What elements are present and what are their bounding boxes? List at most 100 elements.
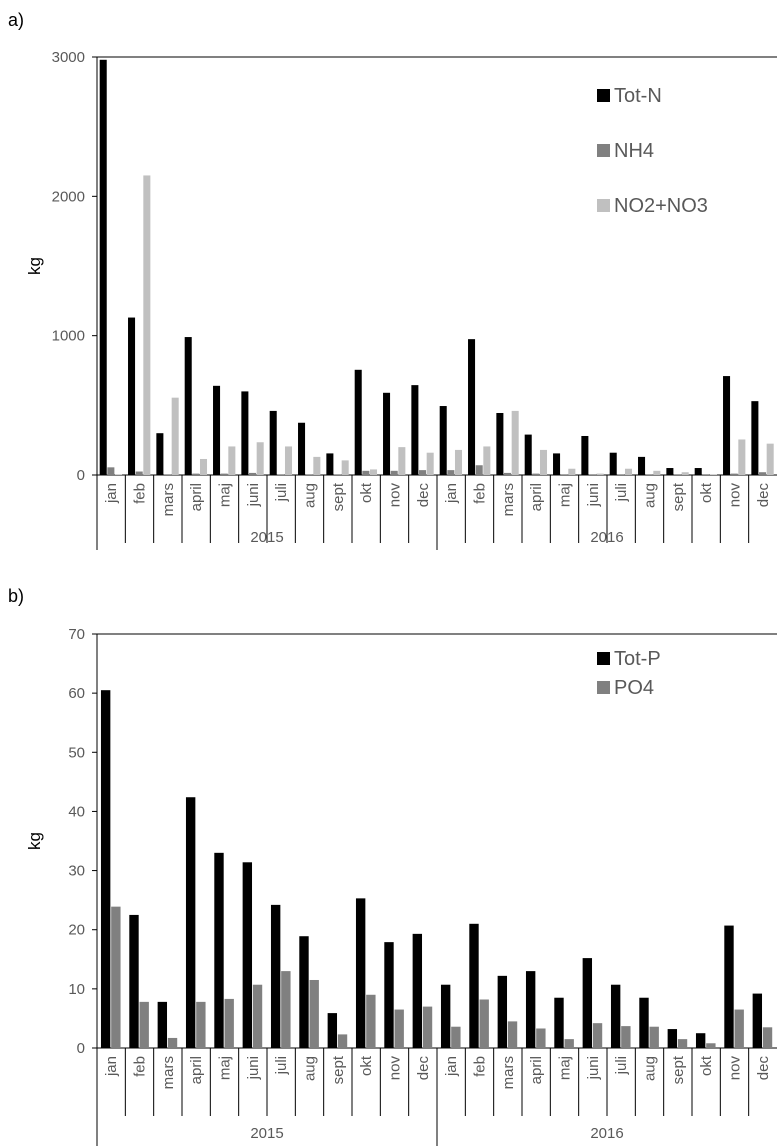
- x-tick-label: juni: [585, 483, 602, 507]
- bar-tot-p: [412, 933, 423, 1048]
- bar-no2-no3: [228, 446, 236, 475]
- bar-po4: [677, 1039, 688, 1048]
- y-tick-label: 20: [68, 922, 85, 939]
- bar-tot-p: [525, 971, 536, 1048]
- bar-tot-p: [639, 997, 649, 1048]
- bar-tot-n: [751, 401, 759, 475]
- bar-tot-n: [411, 385, 419, 475]
- bar-no2-no3: [709, 474, 718, 475]
- bar-tot-n: [298, 422, 306, 475]
- bar-po4: [649, 1026, 659, 1048]
- y-tick-label: 10: [68, 981, 85, 998]
- y-tick-label: 0: [77, 1040, 85, 1057]
- x-tick-label: aug: [642, 483, 659, 508]
- bar-tot-p: [129, 914, 139, 1048]
- y-tick-label: 60: [68, 685, 85, 702]
- bar-po4: [536, 1028, 546, 1048]
- bar-tot-n: [99, 59, 107, 475]
- panel-label: a): [8, 10, 24, 30]
- y-tick-label: 40: [68, 803, 85, 820]
- bar-po4: [394, 1009, 404, 1048]
- bar-tot-p: [610, 984, 621, 1048]
- x-tick-label: juli: [613, 1056, 630, 1075]
- bar-tot-n: [723, 376, 731, 475]
- x-tick-label: dec: [415, 1056, 432, 1081]
- bar-nh4: [759, 472, 767, 475]
- bar-tot-p: [327, 1013, 338, 1048]
- x-tick-label: aug: [302, 483, 319, 508]
- y-tick-label: 0: [77, 467, 85, 484]
- x-tick-label: maj: [557, 483, 574, 507]
- bar-tot-p: [100, 690, 111, 1048]
- bar-tot-n: [666, 468, 674, 475]
- x-tick-label: maj: [217, 1056, 234, 1080]
- bar-po4: [564, 1039, 574, 1048]
- bar-nh4: [589, 474, 597, 475]
- bar-tot-p: [299, 936, 309, 1048]
- legend-swatch: [597, 681, 610, 694]
- bar-nh4: [475, 465, 483, 475]
- bar-nh4: [617, 474, 625, 475]
- bar-tot-p: [384, 942, 394, 1048]
- x-tick-label: nov: [727, 1056, 744, 1081]
- x-tick-label: okt: [358, 482, 375, 503]
- bar-po4: [762, 1027, 773, 1048]
- bar-no2-no3: [256, 442, 264, 475]
- bar-tot-n: [269, 410, 277, 475]
- bar-po4: [167, 1037, 178, 1048]
- bar-no2-no3: [171, 397, 179, 475]
- bar-tot-p: [469, 923, 479, 1048]
- x-tick-label: feb: [472, 1056, 489, 1077]
- y-axis-title: kg: [25, 832, 44, 850]
- y-tick-label: 3000: [52, 49, 85, 66]
- y-tick-label: 2000: [52, 188, 85, 205]
- legend-label: NO2+NO3: [614, 195, 708, 217]
- x-tick-label: sept: [670, 482, 687, 511]
- x-tick-label: juni: [585, 1056, 602, 1080]
- bar-tot-n: [553, 453, 561, 475]
- x-tick-label: dec: [755, 1056, 772, 1081]
- bar-tot-n: [638, 456, 646, 475]
- bar-tot-p: [695, 1033, 706, 1048]
- bar-tot-n: [241, 391, 249, 475]
- x-tick-label: juli: [273, 483, 290, 502]
- x-tick-label: april: [528, 1056, 545, 1084]
- group-label: 2016: [590, 1125, 623, 1142]
- x-tick-label: sept: [330, 482, 347, 511]
- x-tick-label: juli: [613, 483, 630, 502]
- bar-tot-p: [270, 904, 281, 1048]
- bar-no2-no3: [426, 452, 434, 475]
- group-label: 2015: [250, 1125, 283, 1142]
- bar-nh4: [334, 474, 342, 475]
- bar-po4: [507, 1021, 518, 1048]
- group-label: 2015: [250, 529, 283, 546]
- bar-no2-no3: [766, 443, 774, 475]
- bar-nh4: [220, 473, 228, 475]
- x-tick-label: maj: [557, 1056, 574, 1080]
- bar-no2-no3: [369, 469, 378, 475]
- x-tick-label: april: [528, 483, 545, 511]
- legend-swatch: [597, 199, 610, 212]
- bar-no2-no3: [398, 447, 406, 475]
- bar-no2-no3: [143, 175, 151, 475]
- panel-label: b): [8, 586, 24, 606]
- x-tick-label: april: [188, 1056, 205, 1084]
- x-tick-label: jan: [103, 1056, 120, 1077]
- bar-po4: [196, 1001, 206, 1048]
- bar-tot-n: [128, 317, 136, 475]
- bar-tot-n: [581, 435, 589, 475]
- x-tick-label: jan: [103, 483, 120, 504]
- bar-tot-p: [582, 958, 593, 1048]
- bar-po4: [366, 994, 376, 1048]
- x-tick-label: dec: [755, 483, 772, 508]
- bar-nh4: [532, 473, 540, 475]
- x-tick-label: nov: [387, 483, 404, 508]
- bar-tot-n: [694, 468, 702, 475]
- bar-nh4: [419, 470, 427, 475]
- legend-swatch: [597, 652, 610, 665]
- bar-no2-no3: [568, 468, 576, 475]
- x-tick-label: juli: [273, 1056, 290, 1075]
- x-tick-label: aug: [302, 1056, 319, 1081]
- bar-tot-n: [496, 412, 504, 475]
- y-tick-label: 30: [68, 863, 85, 880]
